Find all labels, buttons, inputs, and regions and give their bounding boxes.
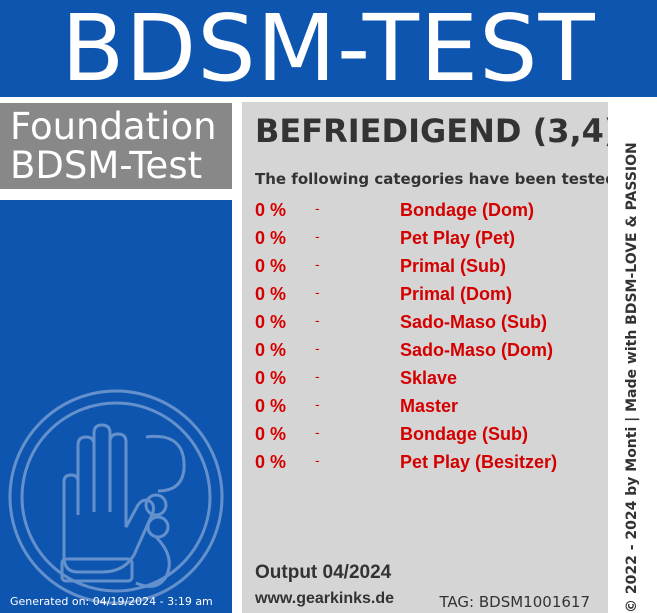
- copyright-credit: © 2022 - 2024 by Monti | Made with BDSM-…: [624, 142, 640, 613]
- category-row: 0 % - Bondage (Dom): [255, 200, 605, 228]
- category-row: 0 % - Sklave: [255, 368, 605, 396]
- result-label: BEFRIEDIGEND (3,4): [255, 112, 619, 150]
- foundation-box: Foundation BDSM-Test: [0, 103, 232, 189]
- category-percent: 0 %: [255, 368, 287, 388]
- category-name: Primal (Sub): [400, 256, 507, 276]
- category-dash: -: [315, 368, 320, 384]
- category-name: Sklave: [400, 368, 458, 388]
- category-name: Bondage (Dom): [400, 200, 534, 220]
- category-percent: 0 %: [255, 424, 287, 444]
- category-row: 0 % - Pet Play (Besitzer): [255, 452, 605, 480]
- category-dash: -: [315, 200, 320, 216]
- category-row: 0 % - Sado-Maso (Dom): [255, 340, 605, 368]
- categories-subtitle: The following categories have been teste…: [255, 170, 622, 188]
- category-name: Master: [400, 396, 459, 416]
- tag-id: TAG: BDSM1001617: [439, 593, 590, 611]
- category-dash: -: [315, 452, 320, 468]
- category-percent: 0 %: [255, 396, 287, 416]
- category-name: Pet Play (Pet): [400, 228, 516, 248]
- category-percent: 0 %: [255, 312, 287, 332]
- category-row: 0 % - Pet Play (Pet): [255, 228, 605, 256]
- category-percent: 0 %: [255, 256, 287, 276]
- category-row: 0 % - Primal (Sub): [255, 256, 605, 284]
- category-percent: 0 %: [255, 452, 287, 472]
- banner-title: BDSM-TEST: [61, 0, 596, 102]
- category-dash: -: [315, 396, 320, 412]
- foundation-line-1: Foundation: [10, 105, 217, 148]
- category-dash: -: [315, 284, 320, 300]
- category-name: Primal (Dom): [400, 284, 513, 304]
- category-row: 0 % - Primal (Dom): [255, 284, 605, 312]
- category-name: Sado-Maso (Sub): [400, 312, 547, 332]
- header-banner: BDSM-TEST: [0, 0, 657, 102]
- category-dash: -: [315, 256, 320, 272]
- category-row: 0 % - Bondage (Sub): [255, 424, 605, 452]
- result-panel: BEFRIEDIGEND (3,4) The following categor…: [242, 102, 622, 613]
- left-column: Foundation BDSM-Test Generated on: 04/19…: [0, 97, 238, 613]
- category-percent: 0 %: [255, 340, 287, 360]
- category-row: 0 % - Sado-Maso (Sub): [255, 312, 605, 340]
- category-row: 0 % - Master: [255, 396, 605, 424]
- category-percent: 0 %: [255, 228, 287, 248]
- category-dash: -: [315, 312, 320, 328]
- output-date: Output 04/2024: [255, 562, 392, 583]
- foundation-line-2: BDSM-Test: [10, 144, 203, 187]
- category-name: Bondage (Sub): [400, 424, 528, 444]
- hand-handcuff-icon: [8, 389, 224, 605]
- generated-timestamp: Generated on: 04/19/2024 - 3:19 am: [10, 595, 213, 608]
- category-dash: -: [315, 340, 320, 356]
- category-dash: -: [315, 228, 320, 244]
- category-name: Sado-Maso (Dom): [400, 340, 553, 360]
- website-url: www.gearkinks.de: [255, 590, 395, 607]
- category-list: 0 % - Bondage (Dom) 0 % - Pet Play (Pet) 0 % - P…: [255, 200, 605, 480]
- left-blue-panel: [0, 200, 232, 613]
- category-name: Pet Play (Besitzer): [400, 452, 558, 472]
- right-strip: [608, 97, 657, 613]
- category-percent: 0 %: [255, 200, 287, 220]
- category-dash: -: [315, 424, 320, 440]
- category-percent: 0 %: [255, 284, 287, 304]
